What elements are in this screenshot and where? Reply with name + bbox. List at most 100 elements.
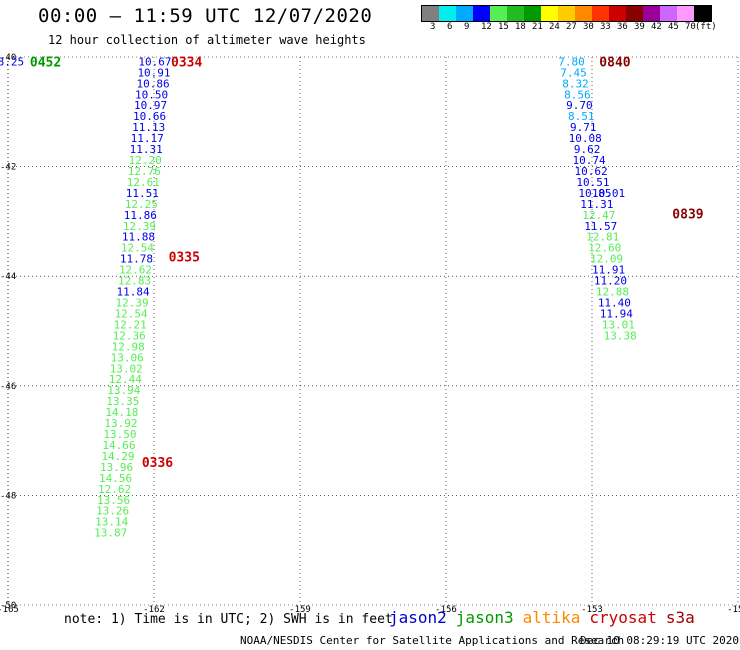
- legend-label: 9: [464, 22, 470, 32]
- wave-height-point: 11.40: [598, 297, 631, 310]
- pass-time-label: 0840: [599, 55, 630, 70]
- wave-height-point: 11.13: [132, 121, 165, 134]
- y-tick-label: -44: [0, 272, 16, 282]
- chart-grid: [7, 56, 739, 606]
- x-tick-label: -165: [0, 605, 19, 615]
- wave-height-point: 7.45: [560, 66, 587, 79]
- wave-height-point: 12.20: [129, 154, 162, 167]
- wave-height-point: 10.62: [574, 165, 607, 178]
- wave-height-point: 8.32: [562, 77, 589, 90]
- satellite-jason2: jason2: [389, 608, 447, 627]
- legend-label: 24: [549, 22, 560, 32]
- wave-height-point: 13.06: [111, 351, 144, 364]
- wave-height-point: 13.56: [97, 494, 130, 507]
- legend-label: 42: [651, 22, 662, 32]
- wave-height-point: 8.51: [568, 110, 595, 123]
- wave-height-point: 13.94: [107, 384, 140, 397]
- pass-time-label: 0334: [171, 55, 202, 70]
- legend-swatch: [592, 6, 609, 21]
- axis-ticks: -165 -162 -159 -156 -153 -150 -40 -42 -44 -46 -48 -…: [0, 53, 740, 615]
- wave-height-point: 13.38: [604, 329, 637, 342]
- wave-height-point: 13.35: [106, 395, 139, 408]
- wave-height-point: 8.56: [564, 88, 591, 101]
- legend-label: 27: [566, 22, 577, 32]
- wave-height-point: 12.76: [128, 165, 161, 178]
- legend-swatch: [643, 6, 660, 21]
- x-tick-label: -162: [143, 605, 165, 615]
- wave-height-point: 11.94: [600, 307, 633, 320]
- wave-height-point: 12.62: [98, 483, 131, 496]
- legend-label: 36: [617, 22, 628, 32]
- legend-swatch: [439, 6, 456, 21]
- wave-height-point: 13.87: [94, 527, 127, 540]
- legend-swatch: [456, 6, 473, 21]
- wave-height-point: 10.67: [138, 55, 171, 68]
- wave-height-point: 12.21: [114, 318, 147, 331]
- legend-swatch: [575, 6, 592, 21]
- x-tick-label: -153: [581, 605, 603, 615]
- credit-text: NOAA/NESDIS Center for Satellite Applica…: [240, 634, 625, 647]
- legend-swatch: [473, 6, 490, 21]
- y-tick-label: -42: [0, 163, 16, 173]
- wave-height-point: 10.51: [576, 176, 609, 189]
- satellite-jason3: jason3: [455, 608, 514, 627]
- legend-swatch: [626, 6, 643, 21]
- legend-label: 33: [600, 22, 611, 32]
- wave-height-point: 12.98: [112, 340, 145, 353]
- wave-height-point: 12.39: [123, 220, 156, 233]
- wave-height-point: 12.88: [596, 286, 629, 299]
- x-tick-label: -156: [435, 605, 457, 615]
- satellite-s3a: s3a: [665, 608, 695, 627]
- wave-height-point: 10.74: [573, 154, 606, 167]
- footer-note: note: 1) Time is in UTC; 2) SWH is in fe…: [64, 612, 393, 627]
- legend-label: 45: [668, 22, 679, 32]
- wave-height-point: 12.54: [121, 242, 154, 255]
- wave-height-point: 14.18: [105, 406, 138, 419]
- wave-height-point: 14.66: [102, 439, 135, 452]
- wave-height-point: 14.56: [99, 472, 132, 485]
- wave-height-point: 8.25: [0, 55, 24, 68]
- wave-height-point: 12.09: [590, 253, 623, 266]
- wave-height-point: 11.31: [580, 198, 613, 211]
- wave-height-point: 10.97: [134, 99, 167, 112]
- pass-time-label: 0452: [30, 55, 61, 70]
- chart-title: 00:00 — 11:59 UTC 12/07/2020: [38, 5, 373, 27]
- wave-height-point: 10.86: [136, 77, 169, 90]
- wave-height-point: 12.39: [116, 297, 149, 310]
- legend-label: 12: [481, 22, 492, 32]
- wave-height-point: 12.61: [127, 176, 160, 189]
- wave-height-point: 13.26: [96, 505, 129, 518]
- chart-subtitle: 12 hour collection of altimeter wave hei…: [48, 33, 366, 47]
- wave-height-point: 11.17: [131, 132, 164, 145]
- color-scale-legend: [421, 5, 712, 22]
- wave-height-point: 11.86: [124, 209, 157, 222]
- wave-height-point: 9.70: [566, 99, 593, 112]
- legend-label: 70: [685, 22, 696, 32]
- wave-height-point: 10.50: [135, 88, 168, 101]
- wave-height-point: 10.91: [137, 66, 170, 79]
- legend-swatch: [541, 6, 558, 21]
- satellite-altika: altika: [522, 608, 581, 627]
- legend-label: 39: [634, 22, 645, 32]
- wave-height-point: 12.47: [582, 209, 615, 222]
- wave-height-point: 13.01: [602, 318, 635, 331]
- wave-height-point: 12.81: [586, 231, 619, 244]
- legend-swatch: [660, 6, 677, 21]
- time-labels: 0452 0334 0335 0336 0840 0839: [30, 55, 704, 471]
- wave-height-point: 11.84: [117, 286, 150, 299]
- x-tick-label: -159: [289, 605, 311, 615]
- legend-swatch: [558, 6, 575, 21]
- pass-time-label: 0335: [169, 250, 200, 265]
- y-tick-label: -40: [0, 53, 16, 63]
- satellite-legend: jason2 jason3 altika cryosat s3a: [389, 608, 704, 627]
- wave-height-point: 11.88: [122, 231, 155, 244]
- wave-height-point: 11.51: [126, 187, 159, 200]
- x-tick-label: -150: [727, 605, 740, 615]
- legend-swatch: [490, 6, 507, 21]
- wave-height-point: 12.62: [119, 264, 152, 277]
- legend-label: 15: [498, 22, 509, 32]
- wave-height-point: 12.83: [118, 275, 151, 288]
- legend-label: 18: [515, 22, 526, 32]
- wave-height-point: 11.78: [120, 253, 153, 266]
